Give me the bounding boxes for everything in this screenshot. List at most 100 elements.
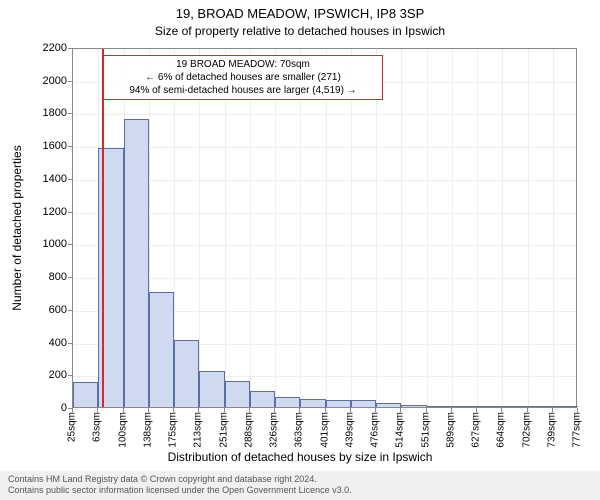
xtick-mark [198,408,199,412]
annotation-line3: 94% of semi-detached houses are larger (… [108,84,378,97]
histogram-bar [73,382,98,407]
annotation-line2: ← 6% of detached houses are smaller (271… [108,71,378,84]
histogram-bar [502,406,527,407]
ytick-label: 400 [7,337,67,349]
xtick-mark [350,408,351,412]
ytick-mark [68,343,72,344]
ytick-mark [68,179,72,180]
histogram-bar [199,371,224,407]
histogram-bar [477,406,502,407]
xtick-label: 627sqm [471,412,482,448]
xtick-label: 363sqm [294,412,305,448]
histogram-bar [275,397,300,407]
xtick-mark [224,408,225,412]
gridline-v [250,49,251,407]
xtick-label: 401sqm [319,412,330,448]
xtick-mark [527,408,528,412]
histogram-bar [300,399,325,407]
chart-title-sub: Size of property relative to detached ho… [0,24,600,38]
gridline-v [376,49,377,407]
ytick-label: 0 [7,402,67,414]
xtick-mark [577,408,578,412]
gridline-v [300,49,301,407]
xtick-label: 25sqm [67,412,78,442]
xtick-label: 251sqm [218,412,229,448]
xtick-label: 476sqm [370,412,381,448]
xtick-mark [97,408,98,412]
ytick-mark [68,375,72,376]
xtick-mark [501,408,502,412]
xtick-mark [476,408,477,412]
xtick-mark [123,408,124,412]
ytick-label: 1200 [7,206,67,218]
xtick-mark [249,408,250,412]
xtick-label: 288sqm [243,412,254,448]
xtick-label: 589sqm [445,412,456,448]
ytick-label: 1000 [7,238,67,250]
gridline-v [351,49,352,407]
ytick-mark [68,113,72,114]
annotation-box: 19 BROAD MEADOW: 70sqm ← 6% of detached … [103,55,383,100]
xtick-label: 777sqm [572,412,583,448]
ytick-label: 1400 [7,173,67,185]
xtick-label: 138sqm [142,412,153,448]
xtick-label: 664sqm [496,412,507,448]
xtick-mark [148,408,149,412]
ytick-mark [68,146,72,147]
gridline-v [502,49,503,407]
ytick-label: 600 [7,304,67,316]
xtick-mark [72,408,73,412]
ytick-label: 2000 [7,75,67,87]
gridline-v [452,49,453,407]
xtick-label: 739sqm [546,412,557,448]
xtick-label: 63sqm [92,412,103,442]
marker-line [102,49,104,407]
gridline-v [199,49,200,407]
xtick-mark [173,408,174,412]
xtick-label: 551sqm [420,412,431,448]
gridline-v [477,49,478,407]
footer: Contains HM Land Registry data © Crown c… [0,471,600,500]
xtick-mark [426,408,427,412]
histogram-bar [250,391,275,407]
xtick-label: 100sqm [117,412,128,448]
xtick-label: 514sqm [395,412,406,448]
footer-line1: Contains HM Land Registry data © Crown c… [8,474,592,486]
histogram-bar [528,406,553,407]
histogram-bar [427,406,452,407]
xtick-mark [274,408,275,412]
histogram-bar [351,400,376,407]
ytick-label: 1600 [7,140,67,152]
histogram-bar [225,381,250,407]
ytick-mark [68,277,72,278]
x-axis-label: Distribution of detached houses by size … [0,450,600,464]
xtick-mark [375,408,376,412]
plot-area: 19 BROAD MEADOW: 70sqm ← 6% of detached … [72,48,577,408]
chart-container: 19, BROAD MEADOW, IPSWICH, IP8 3SP Size … [0,0,600,500]
ytick-label: 200 [7,369,67,381]
gridline-v [275,49,276,407]
xtick-label: 702sqm [521,412,532,448]
ytick-label: 1800 [7,107,67,119]
gridline-v [401,49,402,407]
histogram-bar [452,406,477,407]
gridline-v [427,49,428,407]
ytick-mark [68,81,72,82]
xtick-mark [451,408,452,412]
xtick-mark [400,408,401,412]
histogram-bar [376,403,401,407]
gridline-v [528,49,529,407]
xtick-label: 175sqm [168,412,179,448]
xtick-label: 439sqm [344,412,355,448]
footer-line2: Contains public sector information licen… [8,485,592,497]
ytick-mark [68,310,72,311]
gridline-v [553,49,554,407]
histogram-bar [124,119,149,407]
xtick-mark [552,408,553,412]
histogram-bar [149,292,174,407]
ytick-mark [68,244,72,245]
xtick-mark [299,408,300,412]
gridline-v [326,49,327,407]
histogram-bar [174,340,199,407]
chart-title-main: 19, BROAD MEADOW, IPSWICH, IP8 3SP [0,6,600,21]
